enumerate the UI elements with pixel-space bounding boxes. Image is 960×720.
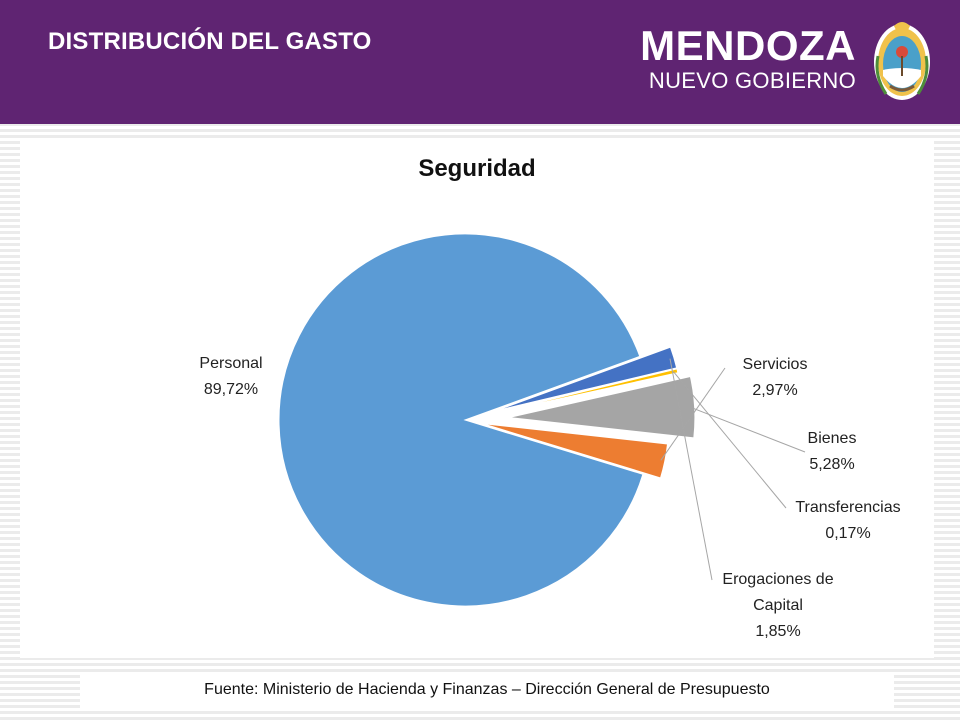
brand-logo: MENDOZA NUEVO GOBIERNO	[640, 24, 856, 94]
slice-value-label-transferencias: 0,17%	[825, 525, 870, 542]
mendoza-coat-of-arms-icon	[874, 22, 930, 100]
source-footer: Fuente: Ministerio de Hacienda y Finanza…	[80, 672, 894, 708]
pie-slice-transferencias	[496, 368, 679, 414]
leader-line-transferencias	[673, 371, 787, 509]
leader-lines	[660, 358, 806, 581]
slice-name-label-erogaciones-de-capital: Erogaciones de	[722, 571, 833, 588]
slice-value-label-erogaciones-de-capital: 1,85%	[755, 623, 800, 640]
header-bar: DISTRIBUCIÓN DEL GASTO MENDOZA NUEVO GOB…	[0, 0, 960, 124]
slice-name-label-transferencias: Transferencias	[795, 499, 900, 516]
slice-value-label-personal: 89,72%	[204, 381, 258, 398]
slice-labels: Personal 89,72% Servicios 2,97% Bienes 5,28% T…	[199, 355, 900, 640]
slice-value-label-bienes: 5,28%	[809, 456, 854, 473]
chart-panel: Seguridad Personal 89,72% Servicios 2,97% Bi…	[20, 140, 934, 658]
leader-line-servicios	[660, 367, 726, 461]
slice-name-label-personal: Personal	[199, 355, 262, 372]
pie-slice-erogaciones-de-capital	[495, 346, 678, 412]
pie-slices	[278, 233, 696, 607]
slice-name-label-servicios: Servicios	[743, 356, 808, 373]
pie-slice-bienes	[508, 375, 696, 439]
chart-title: Seguridad	[418, 155, 535, 182]
slice-name-label-bienes: Bienes	[808, 430, 857, 447]
pie-slice-servicios	[482, 423, 669, 479]
page-title: DISTRIBUCIÓN DEL GASTO	[48, 28, 372, 55]
brand-main-text: MENDOZA	[640, 22, 856, 69]
slice-name-label-erogaciones-de-capital: Capital	[753, 597, 803, 614]
brand-sub-text: NUEVO GOBIERNO	[648, 68, 856, 93]
pie-slice-personal	[278, 233, 644, 607]
slice-value-label-servicios: 2,97%	[752, 382, 797, 399]
pie-chart: Seguridad Personal 89,72% Servicios 2,97% Bi…	[199, 155, 900, 640]
leader-line-bienes	[690, 406, 806, 453]
leader-line-erogaciones-de-capital	[669, 358, 713, 581]
